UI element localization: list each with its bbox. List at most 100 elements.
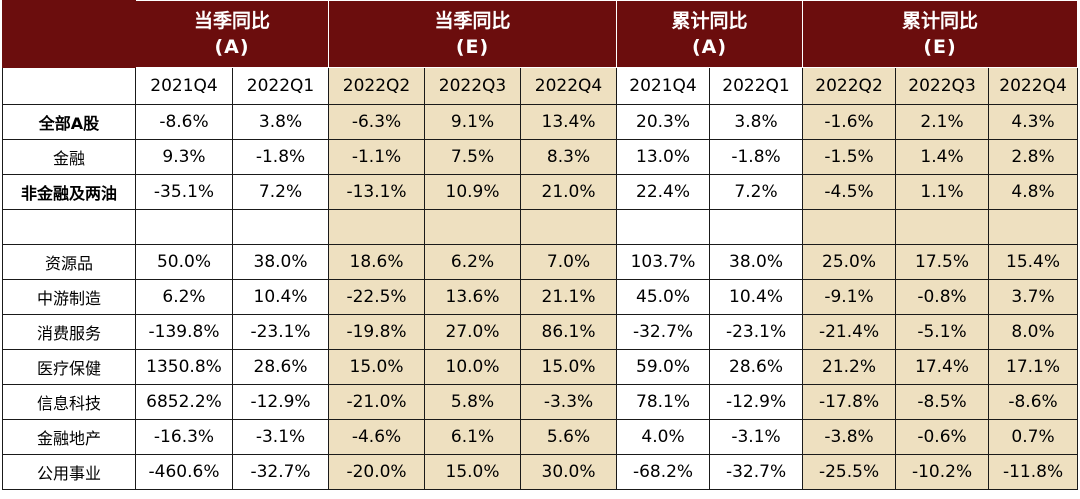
quarter-header: 2021Q4 xyxy=(135,67,233,105)
row-label: 金融 xyxy=(2,139,136,175)
value-cell: -8.6% xyxy=(135,104,233,140)
value-cell xyxy=(616,209,711,245)
row-label: 消费服务 xyxy=(2,314,136,350)
value-cell: 38.0% xyxy=(231,244,330,280)
value-cell: 0.7% xyxy=(988,419,1079,455)
spacer-row xyxy=(2,209,1079,245)
value-cell: 7.2% xyxy=(231,174,330,210)
value-cell: -4.5% xyxy=(802,174,897,210)
table-body: 2021Q4 2022Q1 2022Q2 2022Q3 2022Q4 2021Q… xyxy=(2,67,1079,490)
quarter-header: 2021Q4 xyxy=(616,67,711,105)
value-cell: -3.3% xyxy=(520,384,618,420)
value-cell: 28.6% xyxy=(231,349,330,385)
quarter-header: 2022Q3 xyxy=(424,67,522,105)
row-label: 金融地产 xyxy=(2,419,136,455)
value-cell: -1.1% xyxy=(328,139,426,175)
value-cell: 7.5% xyxy=(424,139,522,175)
value-cell: 22.4% xyxy=(616,174,711,210)
value-cell: 78.1% xyxy=(616,384,711,420)
table-row: 医疗保健 1350.8% 28.6% 15.0% 10.0% 15.0% 59.0% 28.6… xyxy=(2,349,1079,385)
value-cell: 9.1% xyxy=(424,104,522,140)
value-cell: -22.5% xyxy=(328,279,426,315)
table-row: 公用事业 -460.6% -32.7% -20.0% 15.0% 30.0% -68.2% -… xyxy=(2,454,1079,490)
value-cell: 15.0% xyxy=(328,349,426,385)
value-cell: 21.1% xyxy=(520,279,618,315)
value-cell: 5.8% xyxy=(424,384,522,420)
table-row: 资源品 50.0% 38.0% 18.6% 6.2% 7.0% 103.7% 38.0% 25.… xyxy=(2,244,1079,280)
value-cell: -13.1% xyxy=(328,174,426,210)
group-header-quarterly-actual: 当季同比 (A) xyxy=(134,0,330,68)
value-cell: -12.9% xyxy=(709,384,804,420)
header-corner xyxy=(2,0,136,68)
value-cell: -1.5% xyxy=(802,139,897,175)
value-cell: -68.2% xyxy=(616,454,711,490)
value-cell: 17.1% xyxy=(988,349,1079,385)
value-cell: -25.5% xyxy=(802,454,897,490)
value-cell: 1350.8% xyxy=(135,349,233,385)
value-cell xyxy=(802,209,897,245)
value-cell: -3.1% xyxy=(231,419,330,455)
value-cell: 7.2% xyxy=(709,174,804,210)
table-row: 全部A股 -8.6% 3.8% -6.3% 9.1% 13.4% 20.3% 3.8% -1.6… xyxy=(2,104,1079,140)
value-cell xyxy=(520,209,618,245)
value-cell: -460.6% xyxy=(135,454,233,490)
value-cell: 15.4% xyxy=(988,244,1079,280)
value-cell: -21.0% xyxy=(328,384,426,420)
value-cell: 18.6% xyxy=(328,244,426,280)
value-cell: -1.8% xyxy=(709,139,804,175)
quarter-header-row: 2021Q4 2022Q1 2022Q2 2022Q3 2022Q4 2021Q… xyxy=(2,67,1079,105)
value-cell: 9.3% xyxy=(135,139,233,175)
value-cell: -12.9% xyxy=(231,384,330,420)
row-label-blank xyxy=(2,67,136,105)
value-cell: -23.1% xyxy=(231,314,330,350)
value-cell: -139.8% xyxy=(135,314,233,350)
value-cell: 27.0% xyxy=(424,314,522,350)
value-cell: -19.8% xyxy=(328,314,426,350)
quarter-header: 2022Q2 xyxy=(328,67,426,105)
group-header-line2: (E) xyxy=(455,36,490,58)
value-cell: 6.1% xyxy=(424,419,522,455)
value-cell: -0.8% xyxy=(895,279,990,315)
value-cell: -10.2% xyxy=(895,454,990,490)
value-cell: 2.1% xyxy=(895,104,990,140)
value-cell: -32.7% xyxy=(616,314,711,350)
value-cell: -23.1% xyxy=(709,314,804,350)
value-cell: -17.8% xyxy=(802,384,897,420)
value-cell: 8.0% xyxy=(988,314,1079,350)
table-header: 当季同比 (A) 当季同比 (E) 累计同比 (A) 累计同比 (E) xyxy=(2,0,1079,68)
value-cell: -6.3% xyxy=(328,104,426,140)
row-label: 医疗保健 xyxy=(2,349,136,385)
value-cell: 10.9% xyxy=(424,174,522,210)
value-cell: -4.6% xyxy=(328,419,426,455)
value-cell: -3.8% xyxy=(802,419,897,455)
value-cell: 21.0% xyxy=(520,174,618,210)
value-cell: 50.0% xyxy=(135,244,233,280)
value-cell: 6852.2% xyxy=(135,384,233,420)
value-cell: -1.8% xyxy=(231,139,330,175)
value-cell: 38.0% xyxy=(709,244,804,280)
row-label xyxy=(2,209,136,245)
group-header-line2: (E) xyxy=(923,36,957,58)
value-cell: 5.6% xyxy=(520,419,618,455)
row-label: 非金融及两油 xyxy=(2,174,136,210)
value-cell xyxy=(709,209,804,245)
value-cell xyxy=(424,209,522,245)
group-header-cumulative-actual: 累计同比 (A) xyxy=(616,0,804,68)
value-cell: -21.4% xyxy=(802,314,897,350)
value-cell: 10.4% xyxy=(231,279,330,315)
quarter-header: 2022Q2 xyxy=(802,67,897,105)
value-cell: 6.2% xyxy=(135,279,233,315)
group-header-cumulative-estimate: 累计同比 (E) xyxy=(802,0,1079,68)
value-cell: -32.7% xyxy=(231,454,330,490)
value-cell: 30.0% xyxy=(520,454,618,490)
quarter-header: 2022Q4 xyxy=(520,67,618,105)
value-cell: 21.2% xyxy=(802,349,897,385)
table-row: 中游制造 6.2% 10.4% -22.5% 13.6% 21.1% 45.0% 10.4% -… xyxy=(2,279,1079,315)
value-cell: 10.0% xyxy=(424,349,522,385)
value-cell: 1.1% xyxy=(895,174,990,210)
value-cell xyxy=(328,209,426,245)
value-cell xyxy=(988,209,1079,245)
value-cell: 17.5% xyxy=(895,244,990,280)
value-cell: 20.3% xyxy=(616,104,711,140)
quarter-header: 2022Q1 xyxy=(231,67,330,105)
